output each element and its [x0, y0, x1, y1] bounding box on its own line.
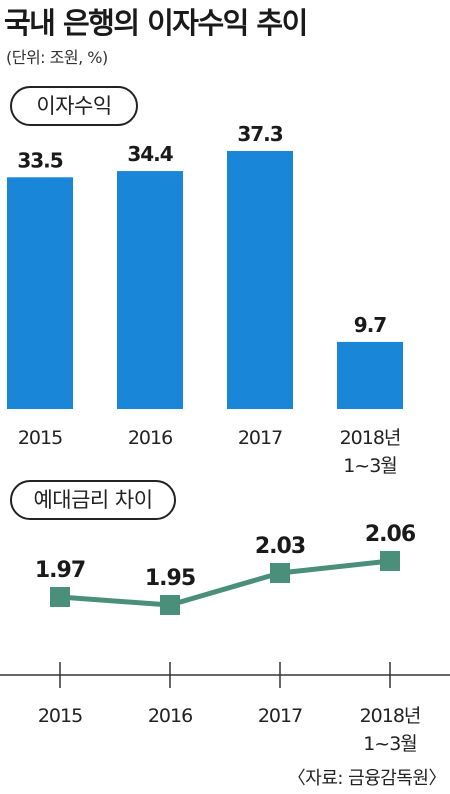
bar-2017 — [227, 151, 293, 409]
line-value-label: 2.03 — [255, 534, 305, 559]
bar-x-tick-label: 2017 — [238, 427, 282, 449]
line-x-tick-label: 2017 — [258, 705, 302, 727]
bar-x-tick-label: 2018년 1~3월 — [340, 427, 401, 477]
bar-chart-title: 이자수익 — [10, 86, 138, 126]
line-marker — [160, 595, 180, 615]
source-note: 〈자료: 금융감독원〉 — [287, 768, 447, 789]
bar-2018년 — [337, 341, 403, 409]
line-x-tick-label: 2018년 1~3월 — [360, 705, 421, 755]
bar-value-label: 37.3 — [237, 122, 282, 146]
line-marker — [50, 587, 70, 607]
line-chart-title: 예대금리 차이 — [10, 480, 176, 520]
bar-x-tick-label: 2016 — [128, 427, 172, 449]
line-value-label: 1.95 — [145, 566, 195, 591]
line-marker — [270, 563, 290, 583]
bar-2015 — [7, 177, 73, 409]
line-x-tick-label: 2016 — [148, 705, 192, 727]
unit-note: (단위: 조원, %) — [6, 48, 108, 67]
bar-2016 — [117, 171, 183, 409]
line-value-label: 1.97 — [35, 558, 85, 583]
bar-value-label: 34.4 — [127, 142, 172, 166]
line-x-tick-label: 2015 — [38, 705, 82, 727]
bar-value-label: 33.5 — [17, 148, 62, 172]
line-marker — [380, 551, 400, 571]
line-value-label: 2.06 — [365, 522, 416, 547]
page-title: 국내 은행의 이자수익 추이 — [4, 6, 308, 40]
bar-x-tick-label: 2015 — [18, 427, 62, 449]
bar-value-label: 9.7 — [354, 313, 387, 337]
line-series — [59, 558, 391, 608]
